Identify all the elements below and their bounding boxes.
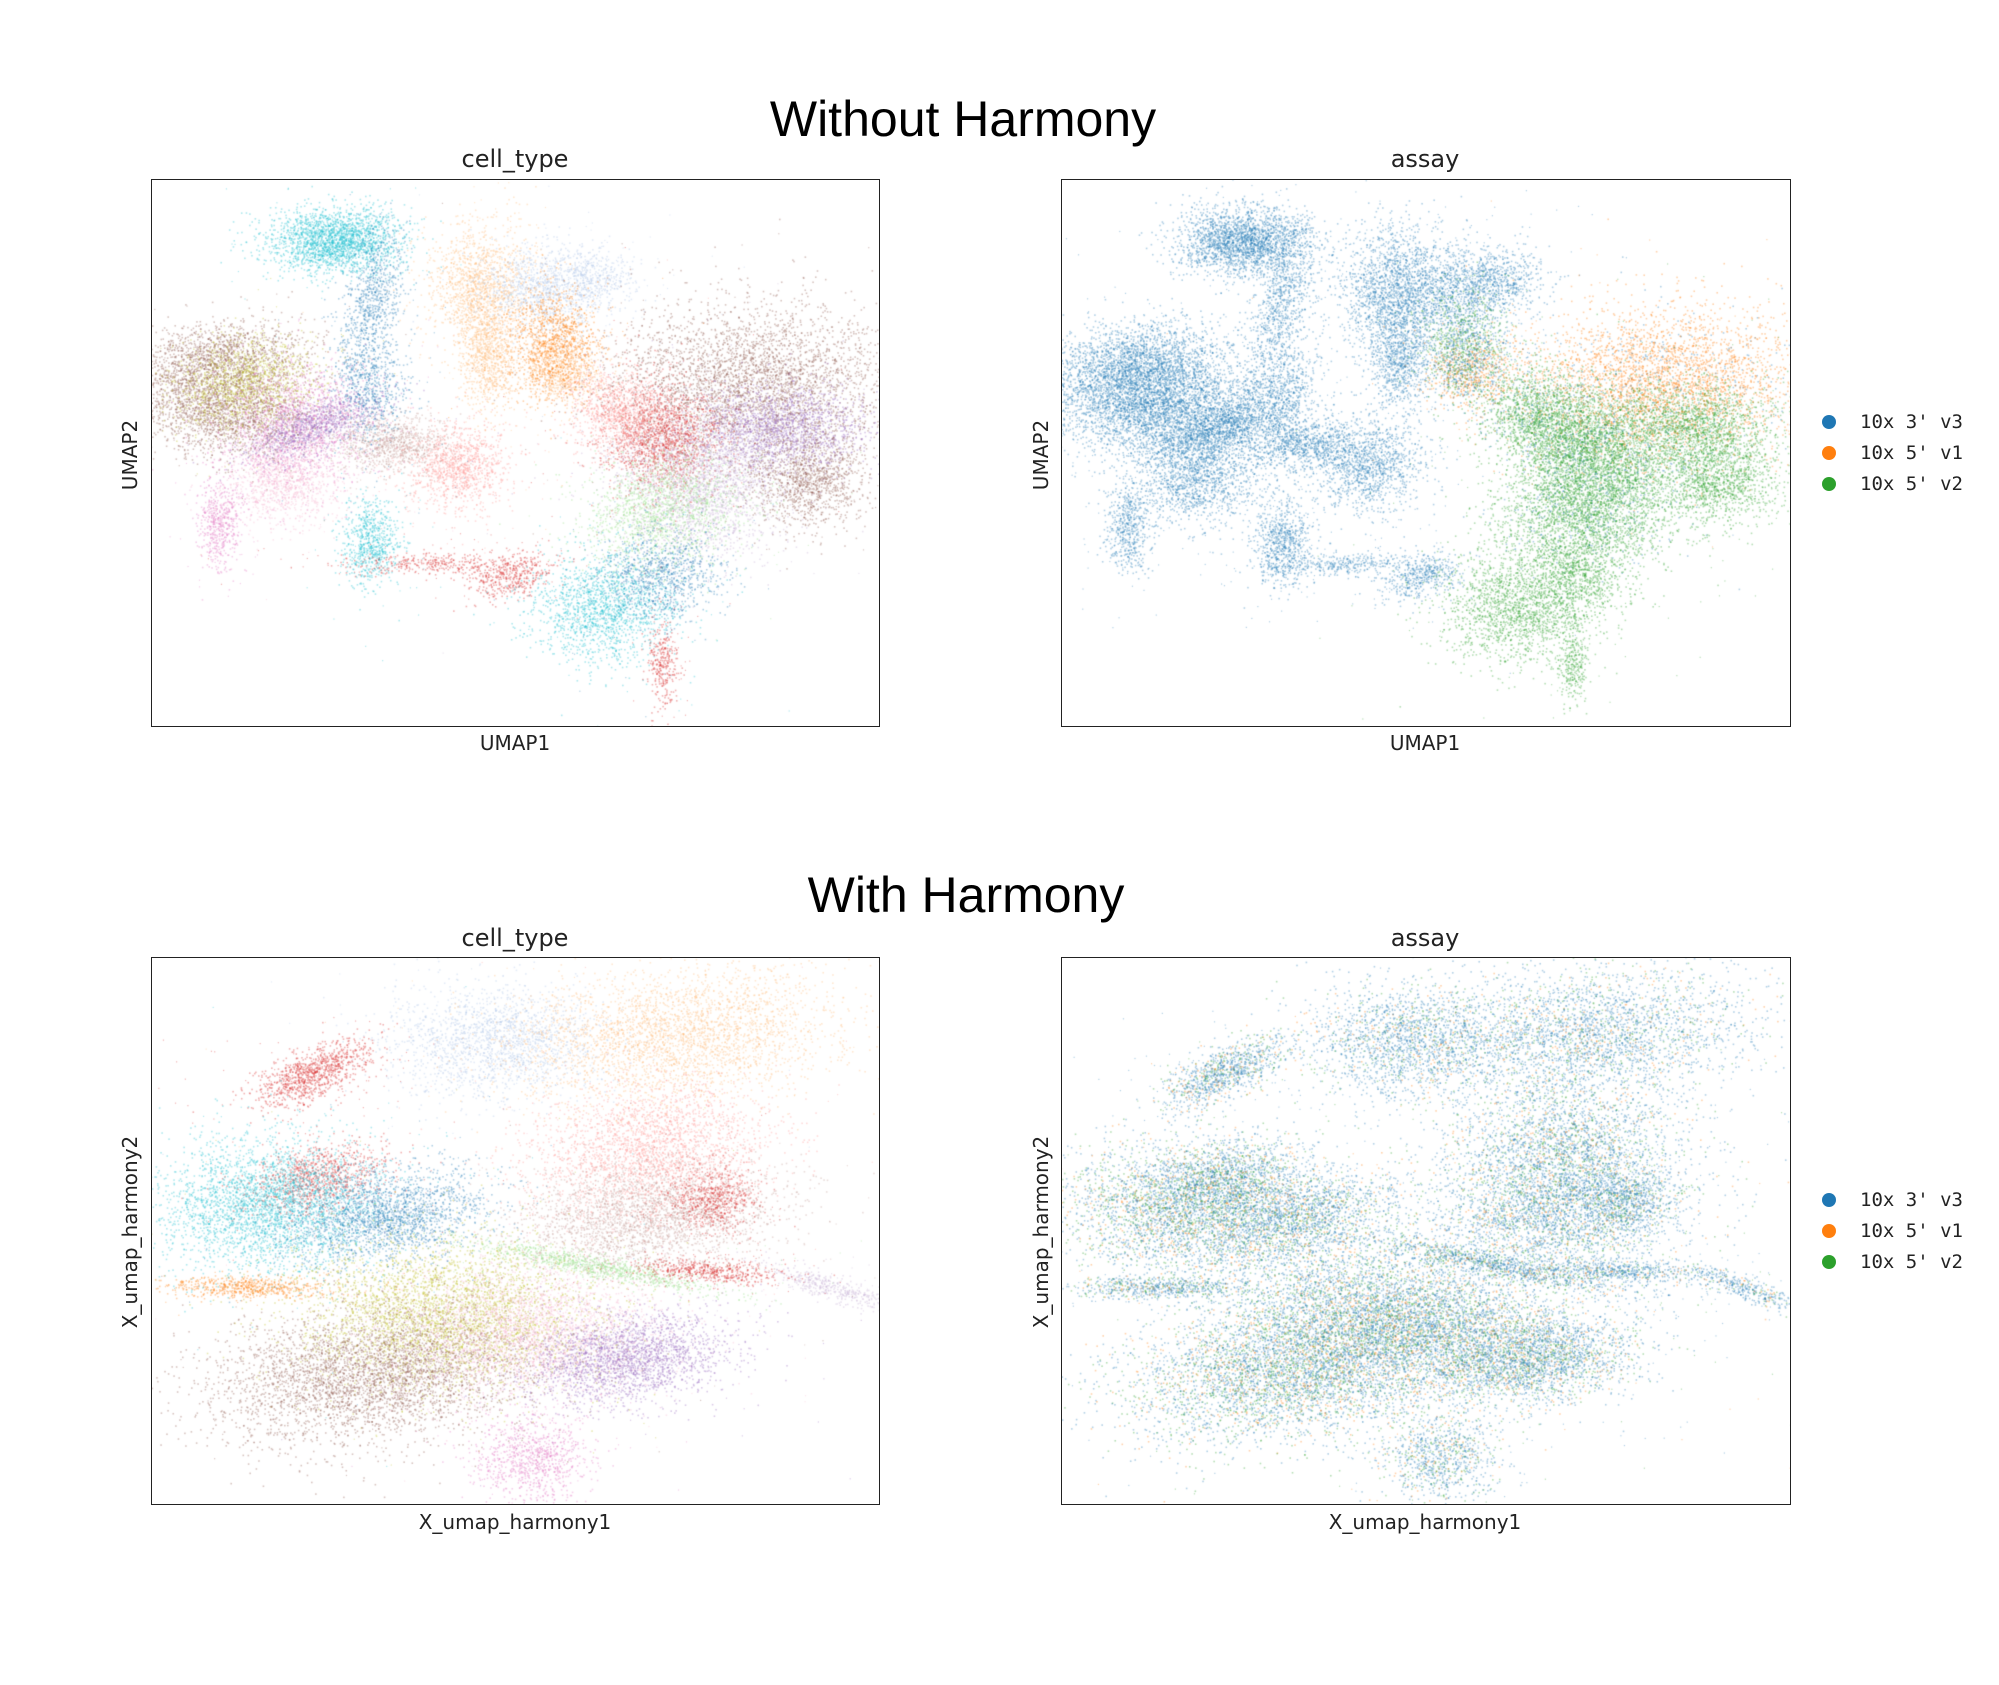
legend-label: 10x 5' v2 [1860,1250,1963,1273]
legend-assay-top: 10x 3' v3 10x 5' v1 10x 5' v2 [1822,406,1963,499]
panel-title-celltype-bottom: cell_type [461,924,569,952]
panel-title-assay-bottom: assay [1390,924,1460,952]
legend-marker-10x-3-v3 [1822,414,1836,429]
y-axis-label-assay-top: UMAP2 [1029,419,1053,491]
y-axis-label-celltype-bottom: X_umap_harmony2 [118,1135,142,1329]
x-axis-label-celltype-bottom: X_umap_harmony1 [418,1510,612,1534]
x-axis-label-assay-top: UMAP1 [1389,731,1461,755]
y-axis-label-celltype-top: UMAP2 [118,419,142,491]
legend-assay-bottom: 10x 3' v3 10x 5' v1 10x 5' v2 [1822,1184,1963,1277]
legend-marker-10x-5-v2 [1822,476,1836,491]
section-title-without-harmony: Without Harmony [769,91,1157,147]
legend-label: 10x 3' v3 [1860,410,1963,433]
x-axis-label-assay-bottom: X_umap_harmony1 [1328,1510,1522,1534]
scatter-points-assay-top [1062,180,1790,726]
legend-marker-10x-5-v1 [1822,445,1836,460]
section-title-with-harmony: With Harmony [807,867,1125,923]
scatter-plot-celltype-bottom [151,957,880,1505]
scatter-plot-assay-top [1061,179,1791,727]
legend-label: 10x 5' v1 [1860,1219,1963,1242]
legend-label: 10x 5' v1 [1860,441,1963,464]
scatter-points-celltype-top [152,180,879,726]
scatter-points-assay-bottom [1062,958,1790,1504]
legend-item: 10x 5' v1 [1822,1215,1963,1246]
legend-marker-10x-5-v2 [1822,1254,1836,1269]
panel-title-assay-top: assay [1390,145,1460,173]
scatter-plot-assay-bottom [1061,957,1791,1505]
legend-item: 10x 3' v3 [1822,1184,1963,1215]
y-axis-label-assay-bottom: X_umap_harmony2 [1029,1135,1053,1329]
legend-item: 10x 3' v3 [1822,406,1963,437]
panel-title-celltype-top: cell_type [461,145,569,173]
legend-marker-10x-3-v3 [1822,1192,1836,1207]
legend-label: 10x 5' v2 [1860,472,1963,495]
legend-item: 10x 5' v2 [1822,468,1963,499]
scatter-plot-celltype-top [151,179,880,727]
legend-marker-10x-5-v1 [1822,1223,1836,1238]
scatter-points-celltype-bottom [152,958,879,1504]
legend-item: 10x 5' v2 [1822,1246,1963,1277]
x-axis-label-celltype-top: UMAP1 [479,731,551,755]
legend-item: 10x 5' v1 [1822,437,1963,468]
legend-label: 10x 3' v3 [1860,1188,1963,1211]
